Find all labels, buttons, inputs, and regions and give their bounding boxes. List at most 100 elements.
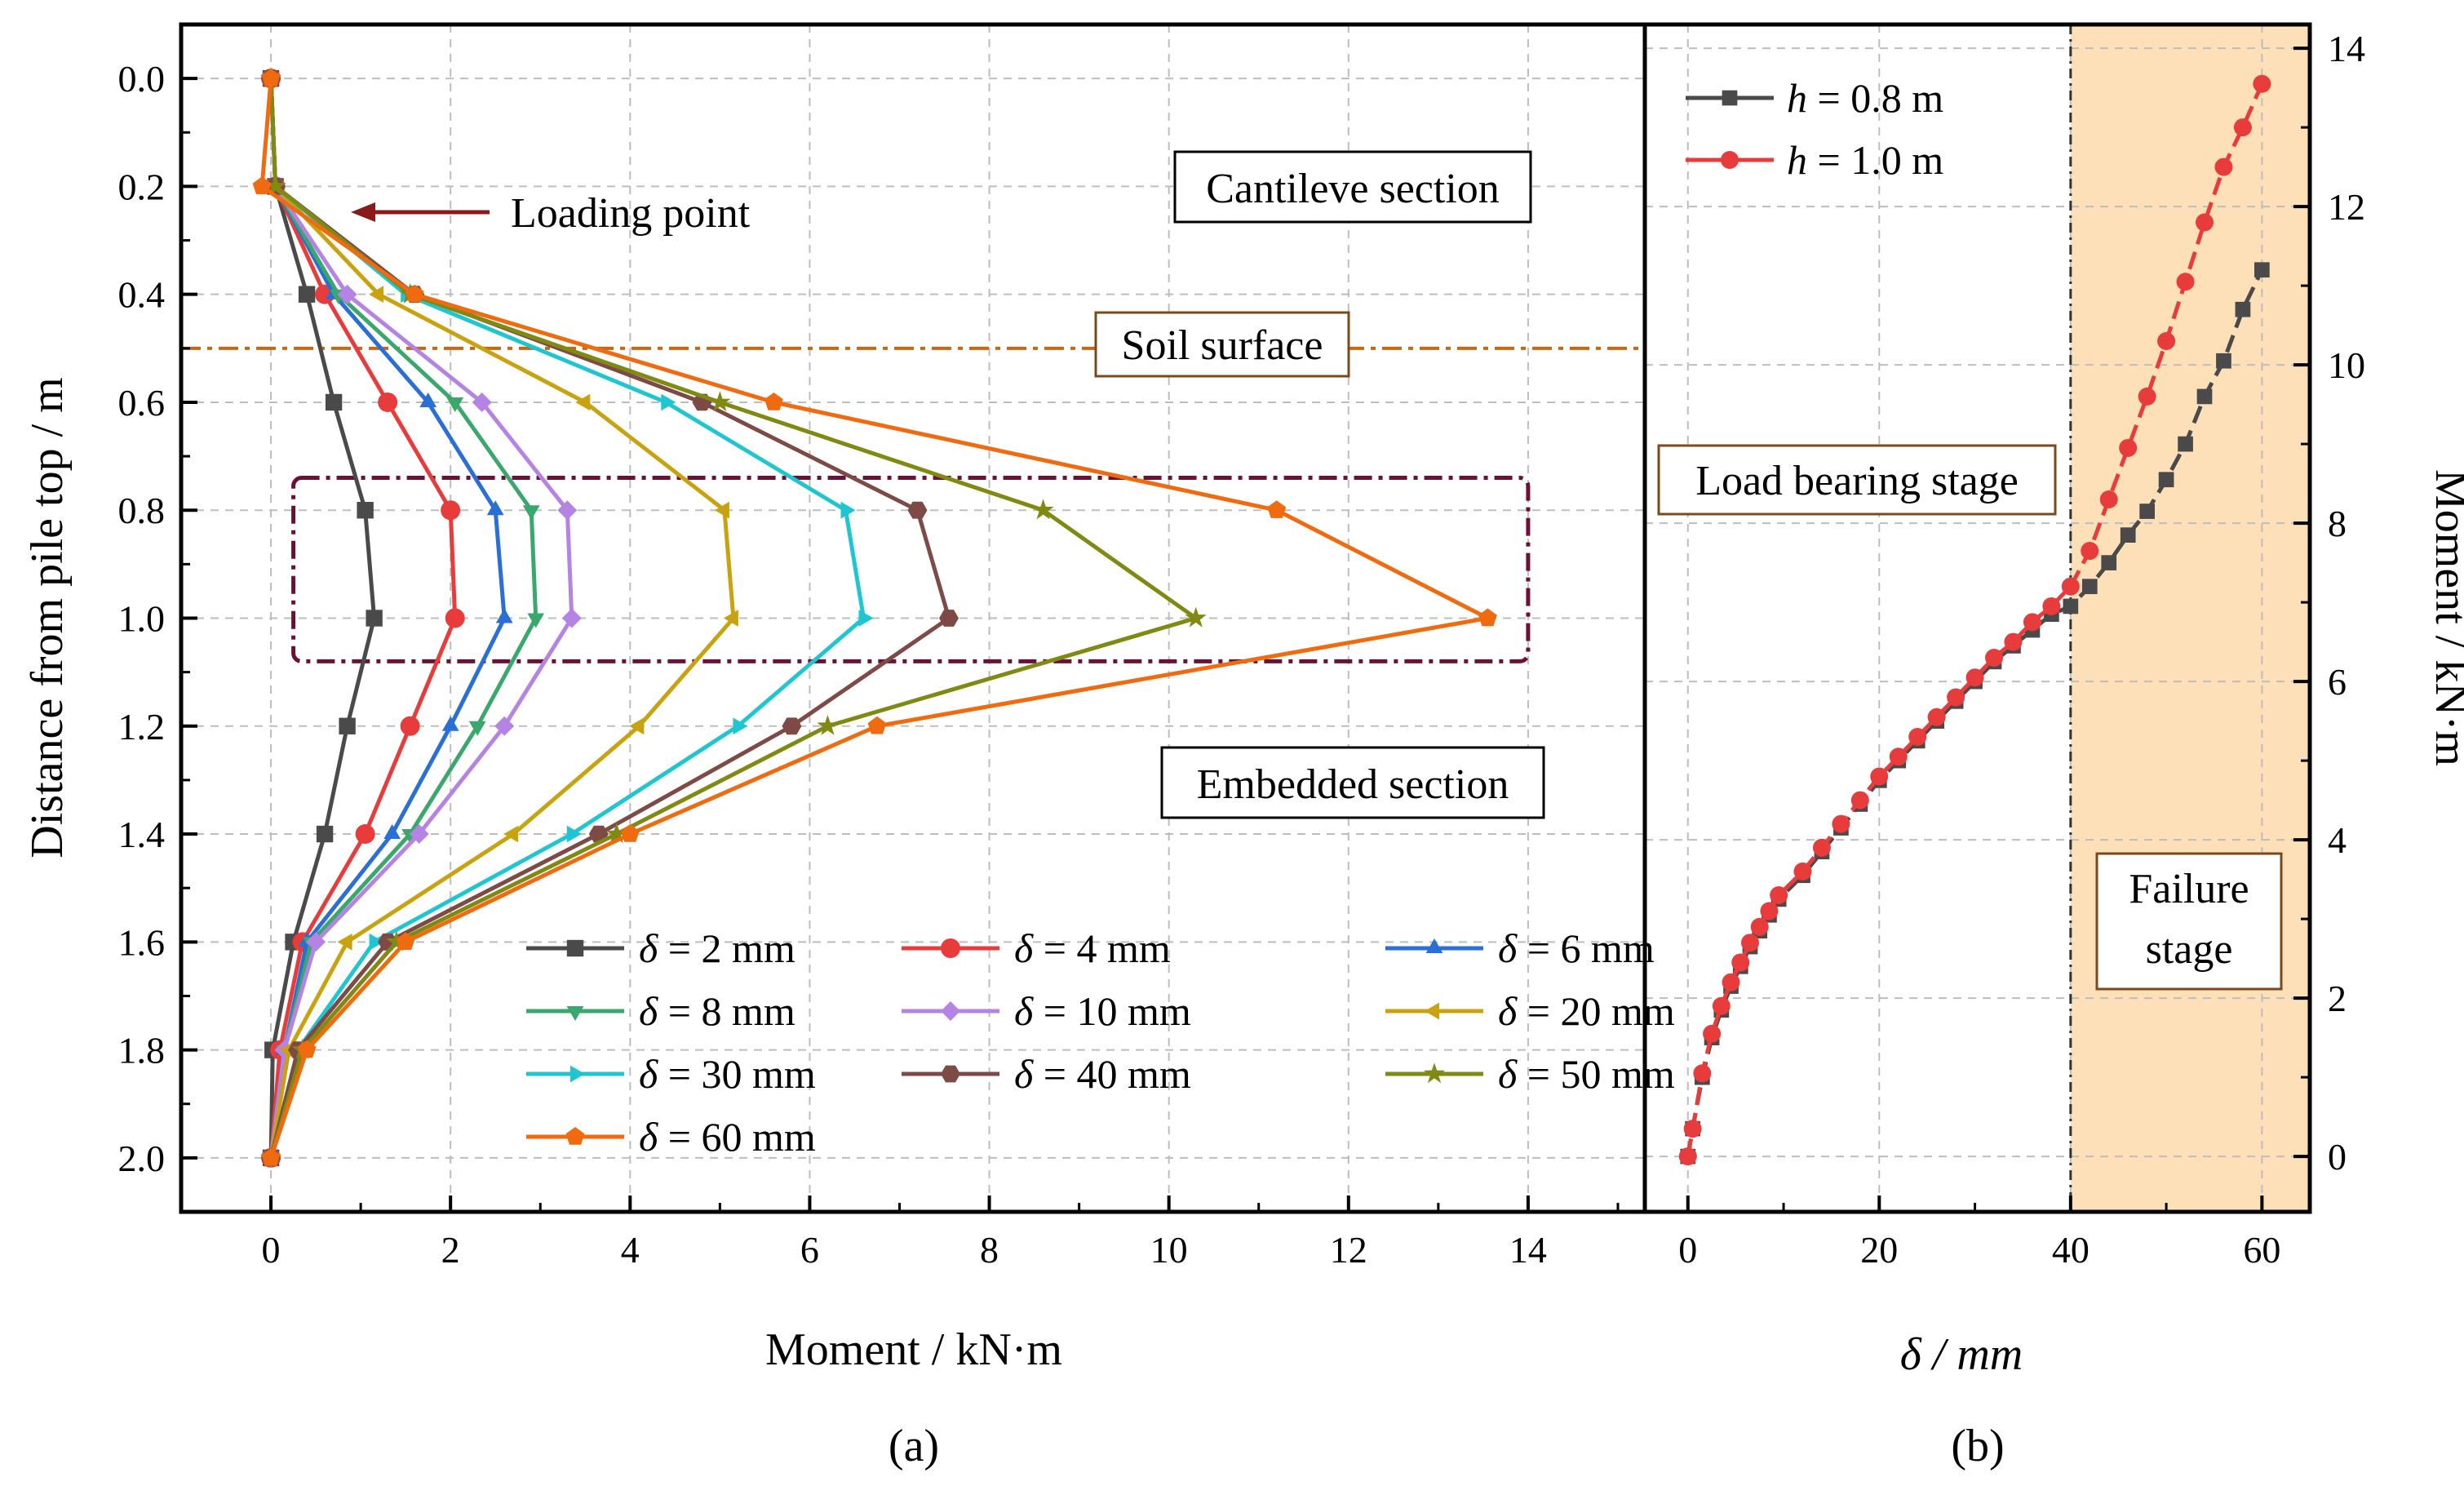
y-tick-label: 12	[2328, 186, 2365, 228]
data-point	[2004, 632, 2023, 651]
data-point	[355, 824, 375, 845]
legend-label-value: = 8 mm	[658, 988, 795, 1034]
legend-label-value: = 60 mm	[658, 1114, 816, 1160]
data-point	[1870, 767, 1889, 786]
data-point	[1750, 917, 1769, 936]
legend-marker	[1722, 90, 1738, 106]
legend-label-value: = 20 mm	[1517, 988, 1675, 1034]
y-tick-label: 4	[2328, 819, 2347, 861]
legend-marker	[566, 939, 584, 957]
data-point	[2061, 577, 2080, 596]
data-point	[733, 717, 748, 735]
legend-label-value: = 1.0 m	[1807, 137, 1943, 183]
embedded-label-box	[1160, 746, 1545, 819]
y-tick-label: 0	[2328, 1136, 2347, 1178]
legend-marker	[941, 1065, 960, 1083]
data-point	[337, 933, 352, 951]
data-point	[337, 284, 357, 304]
data-point	[2196, 213, 2214, 232]
data-point	[1740, 934, 1759, 952]
data-point	[1770, 886, 1788, 904]
data-point	[1793, 862, 1812, 881]
legend-label-value: = 6 mm	[1517, 925, 1655, 971]
data-point	[1850, 791, 1869, 810]
y-tick-label: 0.6	[118, 382, 166, 424]
legend-label-symbol: δ	[1498, 925, 1518, 971]
data-point	[366, 610, 383, 627]
panel-b-frame	[1642, 22, 2312, 1214]
legend-label: δ = 4 mm	[1014, 925, 1171, 971]
y-tick-label: 10	[2328, 344, 2365, 386]
data-point	[620, 824, 640, 842]
data-point	[2214, 157, 2233, 176]
data-point	[472, 393, 492, 412]
y-tick-label: 0.8	[118, 490, 166, 531]
data-point	[2081, 542, 2099, 561]
legend-marker	[566, 1006, 584, 1021]
data-point	[325, 393, 343, 411]
data-point	[1693, 1064, 1712, 1083]
data-point	[1889, 748, 1908, 766]
data-point	[261, 1147, 281, 1166]
data-point	[782, 717, 802, 735]
data-point	[858, 610, 874, 627]
data-point	[1032, 499, 1054, 520]
legend-label: δ = 8 mm	[639, 988, 795, 1034]
legend-label-symbol: δ	[639, 1114, 658, 1160]
y-tick-label: 1.8	[118, 1030, 166, 1071]
data-point	[357, 502, 374, 519]
data-point	[1760, 902, 1779, 921]
data-point	[1703, 1024, 1722, 1043]
data-point	[2158, 472, 2174, 488]
data-point	[419, 393, 437, 407]
panel-a-ticks: 0 2 4 6 8 10 12 14 0.0 0.2 0.4 0.6 0.8 1.0 1.2 1.4 1.6 1.…	[118, 58, 1620, 1271]
data-point	[441, 500, 461, 521]
x-tick-label: 12	[1330, 1229, 1367, 1271]
x-tick-label: 8	[980, 1229, 999, 1271]
y-tick-label: 6	[2328, 661, 2347, 703]
failure-stage-label-line1: Failure	[2129, 866, 2249, 912]
subplot-label-a: (a)	[889, 1421, 939, 1471]
x-tick-label: 6	[800, 1229, 819, 1271]
data-point	[2178, 436, 2193, 452]
data-point	[2139, 504, 2155, 519]
y-tick-label: 8	[2328, 503, 2347, 544]
panel-b-y-axis-label: Moment / kN·m	[2426, 469, 2464, 766]
y-tick-label: 2	[2328, 978, 2347, 1019]
data-point	[1985, 649, 2004, 667]
legend-label: δ = 6 mm	[1498, 925, 1655, 971]
panel-b: 0 20 40 60 0 2 4 6 8 10 12 14 Load bearing stage Fa…	[1645, 24, 2464, 1471]
data-point	[383, 824, 401, 839]
x-tick-label: 4	[621, 1229, 640, 1271]
data-point	[495, 608, 513, 623]
data-point	[1731, 953, 1750, 972]
data-point	[527, 613, 545, 628]
panel-a-y-axis-label: Distance from pile top / m	[22, 377, 73, 858]
data-point	[1683, 1120, 1702, 1138]
load-bearing-label-box	[1657, 444, 2057, 516]
legend-label-symbol: δ	[639, 925, 658, 971]
panel-b-x-axis-label: δ / mm	[1900, 1329, 2023, 1380]
legend-marker	[1425, 1002, 1439, 1020]
failure-stage-region	[2070, 24, 2310, 1212]
failure-stage-label-line2: stage	[2146, 926, 2233, 973]
data-point	[2120, 527, 2136, 543]
data-point	[297, 1040, 317, 1058]
data-point	[840, 501, 856, 519]
data-point	[1722, 973, 1740, 991]
data-point	[2101, 555, 2117, 570]
data-point	[2235, 301, 2251, 317]
data-point	[867, 716, 887, 734]
data-point	[369, 933, 384, 951]
legend-label-symbol: δ	[1498, 988, 1518, 1034]
loading-point-label: Loading point	[511, 190, 751, 237]
data-point	[2253, 74, 2271, 93]
data-point	[1965, 668, 1984, 687]
legend-label-value: = 0.8 m	[1807, 75, 1943, 121]
data-point	[494, 716, 515, 736]
data-point	[446, 397, 464, 412]
y-tick-label: 14	[2328, 28, 2365, 69]
x-tick-label: 0	[1678, 1229, 1697, 1271]
data-point	[2233, 118, 2252, 137]
